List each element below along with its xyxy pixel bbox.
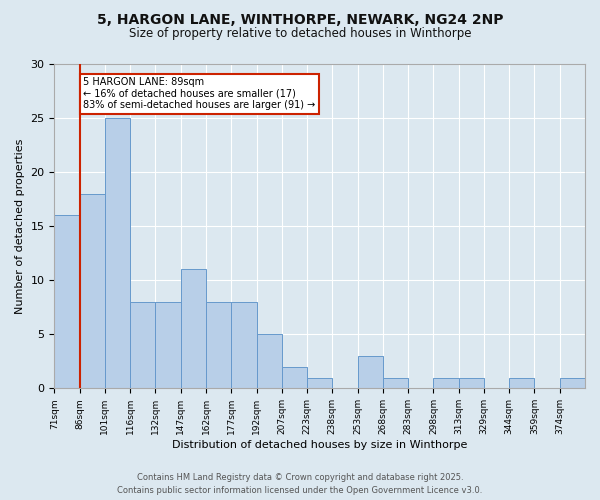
Bar [105,118,130,388]
Bar [155,302,181,388]
X-axis label: Distribution of detached houses by size in Winthorpe: Distribution of detached houses by size … [172,440,467,450]
Bar [257,334,282,388]
Text: 5, HARGON LANE, WINTHORPE, NEWARK, NG24 2NP: 5, HARGON LANE, WINTHORPE, NEWARK, NG24 … [97,12,503,26]
Bar [130,302,155,388]
Bar [458,378,484,388]
Bar [55,216,80,388]
Bar [509,378,535,388]
Bar [358,356,383,388]
Bar [206,302,231,388]
Bar [433,378,458,388]
Bar [181,270,206,388]
Bar [307,378,332,388]
Bar [80,194,105,388]
Text: Size of property relative to detached houses in Winthorpe: Size of property relative to detached ho… [129,28,471,40]
Text: Contains HM Land Registry data © Crown copyright and database right 2025.
Contai: Contains HM Land Registry data © Crown c… [118,474,482,495]
Bar [560,378,585,388]
Bar [282,366,307,388]
Bar [231,302,257,388]
Text: 5 HARGON LANE: 89sqm
← 16% of detached houses are smaller (17)
83% of semi-detac: 5 HARGON LANE: 89sqm ← 16% of detached h… [83,77,316,110]
Bar [383,378,408,388]
Y-axis label: Number of detached properties: Number of detached properties [15,138,25,314]
